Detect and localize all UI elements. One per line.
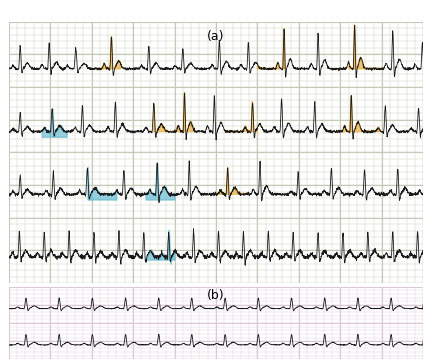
Text: (b): (b) [207,289,225,302]
Text: (a): (a) [207,30,225,42]
